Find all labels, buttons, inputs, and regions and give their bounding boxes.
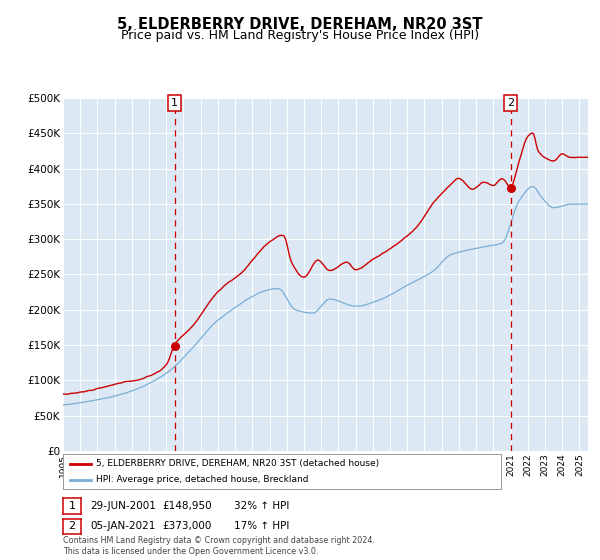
Text: 5, ELDERBERRY DRIVE, DEREHAM, NR20 3ST: 5, ELDERBERRY DRIVE, DEREHAM, NR20 3ST [117, 17, 483, 32]
Text: 2: 2 [68, 521, 76, 531]
Text: Price paid vs. HM Land Registry's House Price Index (HPI): Price paid vs. HM Land Registry's House … [121, 29, 479, 42]
Text: 32% ↑ HPI: 32% ↑ HPI [234, 501, 289, 511]
Text: Contains HM Land Registry data © Crown copyright and database right 2024.
This d: Contains HM Land Registry data © Crown c… [63, 536, 375, 556]
Text: 29-JUN-2001: 29-JUN-2001 [90, 501, 156, 511]
Text: HPI: Average price, detached house, Breckland: HPI: Average price, detached house, Brec… [96, 475, 308, 484]
Text: 17% ↑ HPI: 17% ↑ HPI [234, 521, 289, 531]
Text: £148,950: £148,950 [162, 501, 212, 511]
Text: 05-JAN-2021: 05-JAN-2021 [90, 521, 155, 531]
Text: 5, ELDERBERRY DRIVE, DEREHAM, NR20 3ST (detached house): 5, ELDERBERRY DRIVE, DEREHAM, NR20 3ST (… [96, 459, 379, 468]
Text: 2: 2 [507, 98, 514, 108]
Text: 1: 1 [68, 501, 76, 511]
Text: 1: 1 [171, 98, 178, 108]
Text: £373,000: £373,000 [162, 521, 211, 531]
